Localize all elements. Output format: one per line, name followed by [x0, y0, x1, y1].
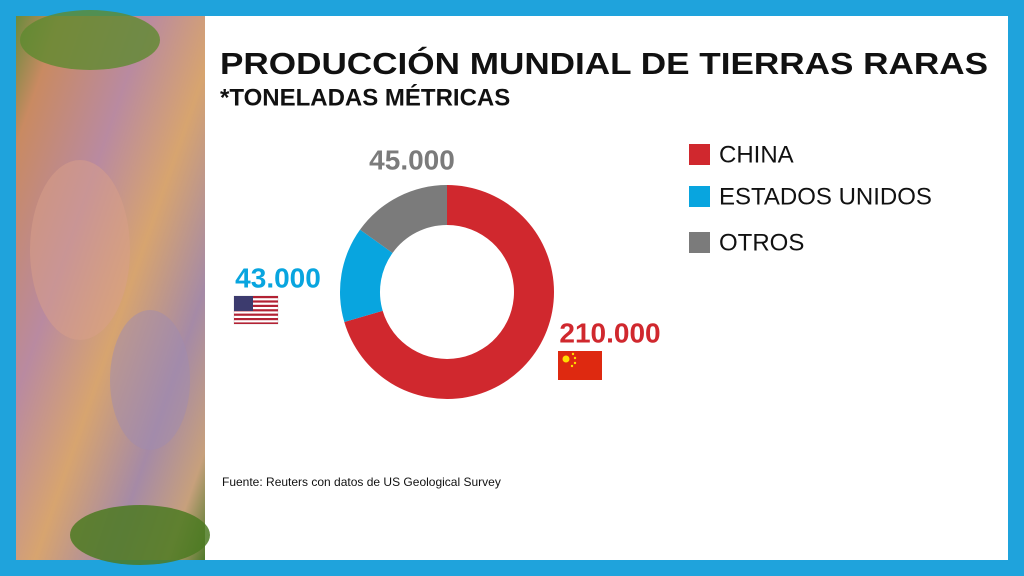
legend-swatch [689, 144, 710, 165]
us-flag [233, 295, 279, 325]
legend-swatch [689, 232, 710, 253]
photo-detail [70, 505, 210, 565]
donut-slice [344, 185, 554, 399]
legend-label: CHINA [719, 141, 794, 168]
donut-slice [340, 229, 393, 323]
photo-detail [110, 310, 190, 450]
donut-slice [360, 185, 447, 253]
legend-label: OTROS [719, 229, 804, 256]
value-label: 45.000 [369, 144, 455, 175]
legend-swatch [689, 186, 710, 207]
chart-title: PRODUCCIÓN MUNDIAL DE TIERRAS RARAS [220, 45, 988, 81]
photo-detail [30, 160, 130, 340]
chart-subtitle: *TONELADAS MÉTRICAS [220, 83, 510, 111]
source-note: Fuente: Reuters con datos de US Geologic… [222, 475, 501, 489]
value-label: 43.000 [235, 262, 321, 293]
value-label: 210.000 [559, 317, 660, 348]
china-flag [558, 351, 602, 380]
photo-detail [20, 10, 160, 70]
legend-label: ESTADOS UNIDOS [719, 183, 932, 210]
